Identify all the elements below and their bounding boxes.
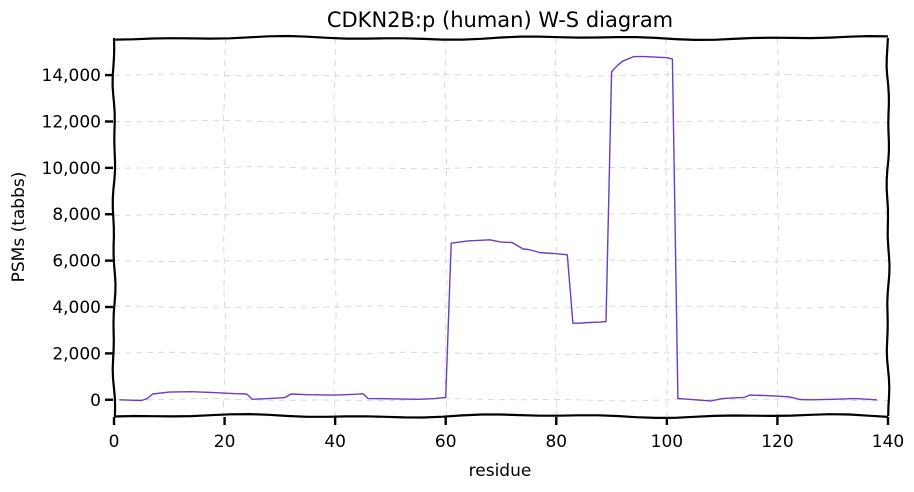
series-line-0 [119,55,877,402]
x-tick-label: 80 [545,432,567,452]
frame-top [113,34,889,42]
frame-right [885,37,891,417]
x-grid-line [554,37,558,417]
y-tick-label: 4,000 [52,298,101,318]
y-grid-line [113,258,889,263]
x-axis-label: residue [469,461,532,481]
grid-lines [113,37,889,417]
y-grid-line [113,398,889,402]
y-tick-label: 8,000 [52,205,101,225]
x-grid-line [333,37,337,417]
x-tick-label: 140 [872,432,904,452]
y-tick-label: 14,000 [42,66,101,86]
x-tick-label: 60 [435,432,457,452]
x-grid-line [775,37,780,417]
y-grid-line [113,305,889,309]
chart-title: CDKN2B:p (human) W-S diagram [327,8,673,32]
x-tick-label: 100 [651,432,683,452]
x-grid-line [665,37,669,417]
y-grid-line [114,212,889,216]
x-tick-label: 0 [109,432,120,452]
frame-left [111,37,117,417]
y-tick-labels: 0 2,000 4,000 6,000 8,000 10,000 12,000 14,000 [42,66,101,411]
x-grid-line [444,37,448,417]
frame-bottom [113,412,889,420]
y-grid-line [113,166,889,170]
plot-frame [111,34,891,420]
series-layer [119,55,877,402]
y-tick-label: 10,000 [42,159,101,179]
y-grid-line [113,73,889,77]
x-grid-line [222,37,227,417]
y-tick-label: 0 [90,391,101,411]
y-grid-line [113,119,888,124]
x-tick-labels: 0 20 40 60 80 100 120 140 [109,432,905,452]
y-tick-label: 12,000 [42,112,101,132]
y-tick-label: 6,000 [52,252,101,272]
y-axis-label: PSMs (tabbs) [9,172,29,283]
x-tick-label: 120 [761,432,793,452]
x-tick-label: 40 [324,432,346,452]
axis-ticks [105,73,890,425]
y-grid-line [113,351,889,356]
y-tick-label: 2,000 [52,344,101,364]
x-tick-label: 20 [214,432,236,452]
